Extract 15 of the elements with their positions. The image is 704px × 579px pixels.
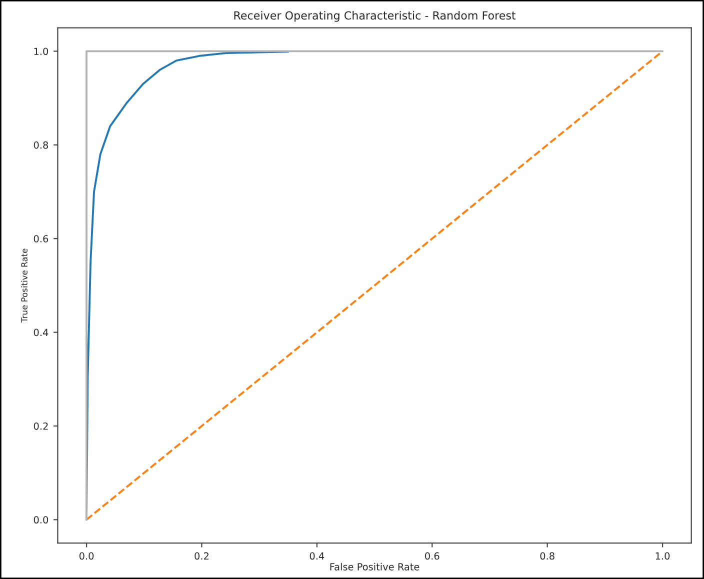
x-axis-title: False Positive Rate [330,562,420,570]
y-tick-label: 0.6 [34,235,48,242]
x-tick-label: 1.0 [656,552,670,560]
x-tick-label: 0.0 [79,552,94,560]
chart-title: Receiver Operating Characteristic - Random Forest [234,11,516,22]
y-tick-label: 0.2 [34,422,48,430]
y-tick-label: 0.4 [34,328,48,336]
y-tick-label: 0.0 [34,516,48,524]
x-tick-label: 0.4 [310,552,324,560]
y-tick-label: 1.0 [34,48,48,56]
x-tick-label: 0.8 [540,552,554,560]
y-tick-label: 0.8 [34,141,48,149]
x-tick-label: 0.6 [425,552,440,560]
y-axis-title: True Positive Rate [21,248,28,323]
x-tick-label: 0.2 [194,552,208,560]
